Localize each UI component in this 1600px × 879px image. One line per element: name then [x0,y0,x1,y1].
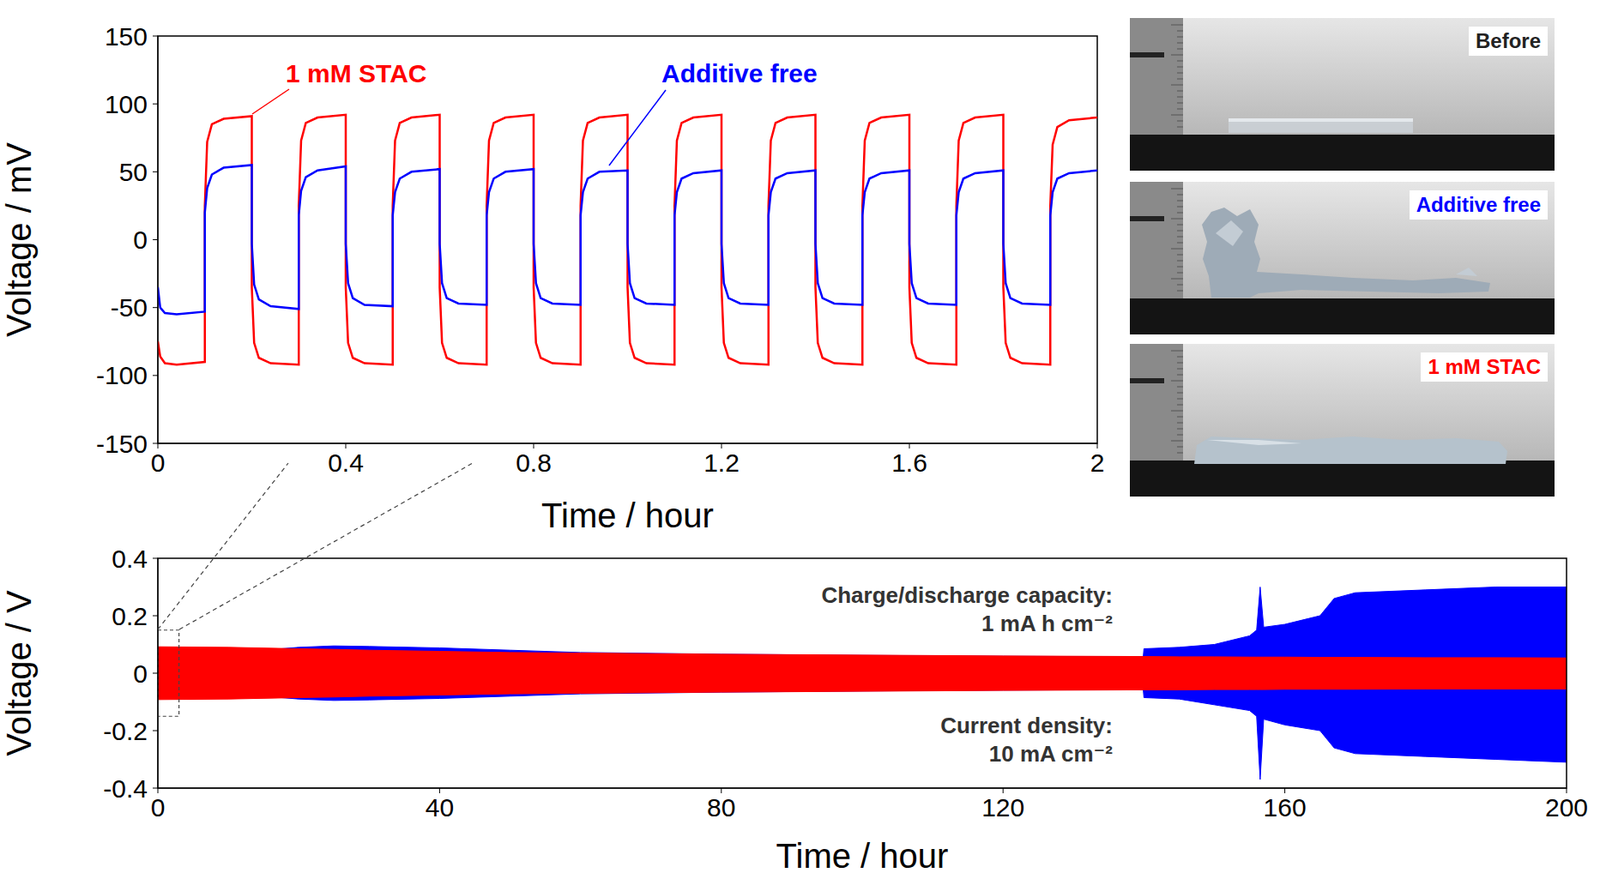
svg-text:80: 80 [706,793,736,822]
svg-text:-50: -50 [110,293,148,322]
html-text:Before: Before [1475,29,1541,53]
svg-text:0: 0 [150,448,166,477]
html-text:10 mA cm⁻²: 10 mA cm⁻² [988,741,1113,767]
svg-text:40: 40 [425,793,454,822]
svg-text:0: 0 [132,225,148,254]
svg-text:0: 0 [132,659,148,689]
svg-text:-0.4: -0.4 [102,774,148,804]
svg-text:160: 160 [1263,793,1307,822]
html-text:Current density:: Current density: [940,712,1113,739]
html-text:Additive free: Additive free [1416,193,1541,217]
svg-text:200: 200 [1545,793,1588,822]
svg-text:0: 0 [150,793,166,822]
svg-text:-150: -150 [96,429,148,459]
svg-text:Voltage / V: Voltage / V [0,590,38,757]
html-text:Additive free: Additive free [661,59,818,88]
svg-text:0.2: 0.2 [111,602,148,631]
svg-text:0.8: 0.8 [515,448,552,477]
html-text:1 mA h cm⁻²: 1 mA h cm⁻² [981,610,1113,637]
svg-text:100: 100 [104,90,148,119]
svg-text:Time / hour: Time / hour [776,837,949,876]
svg-text:2: 2 [1090,448,1105,477]
svg-text:150: 150 [104,22,148,51]
svg-text:1.6: 1.6 [891,448,928,477]
svg-text:120: 120 [981,793,1025,822]
html-text:Charge/discharge capacity:: Charge/discharge capacity: [821,582,1113,609]
svg-text:-0.2: -0.2 [102,717,148,746]
svg-text:1.2: 1.2 [703,448,740,477]
svg-text:-100: -100 [96,361,148,390]
svg-text:0.4: 0.4 [111,544,148,574]
svg-text:Time / hour: Time / hour [541,496,714,535]
html-text:1 mM STAC: 1 mM STAC [285,59,427,88]
html-text:1 mM STAC: 1 mM STAC [1427,355,1541,379]
svg-text:50: 50 [119,157,148,187]
svg-text:Voltage / mV: Voltage / mV [0,142,38,338]
svg-text:0.4: 0.4 [327,448,364,477]
